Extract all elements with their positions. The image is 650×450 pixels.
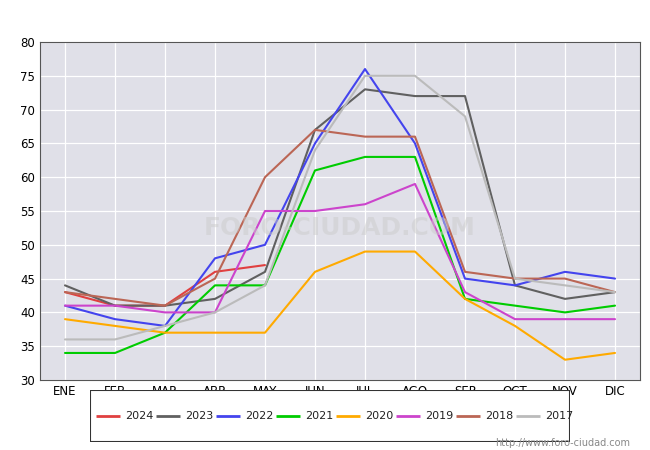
Text: 2024: 2024 [125, 411, 153, 421]
Text: FORO-CIUDAD.COM: FORO-CIUDAD.COM [204, 216, 476, 240]
Text: 2018: 2018 [485, 411, 513, 421]
Text: 2022: 2022 [245, 411, 273, 421]
Text: 2019: 2019 [425, 411, 453, 421]
Text: Afiliados en Cidones a 31/5/2024: Afiliados en Cidones a 31/5/2024 [182, 11, 468, 29]
Text: 2023: 2023 [185, 411, 213, 421]
Text: http://www.foro-ciudad.com: http://www.foro-ciudad.com [495, 438, 630, 448]
Text: 2020: 2020 [365, 411, 393, 421]
Text: 2021: 2021 [305, 411, 333, 421]
Text: 2017: 2017 [545, 411, 573, 421]
